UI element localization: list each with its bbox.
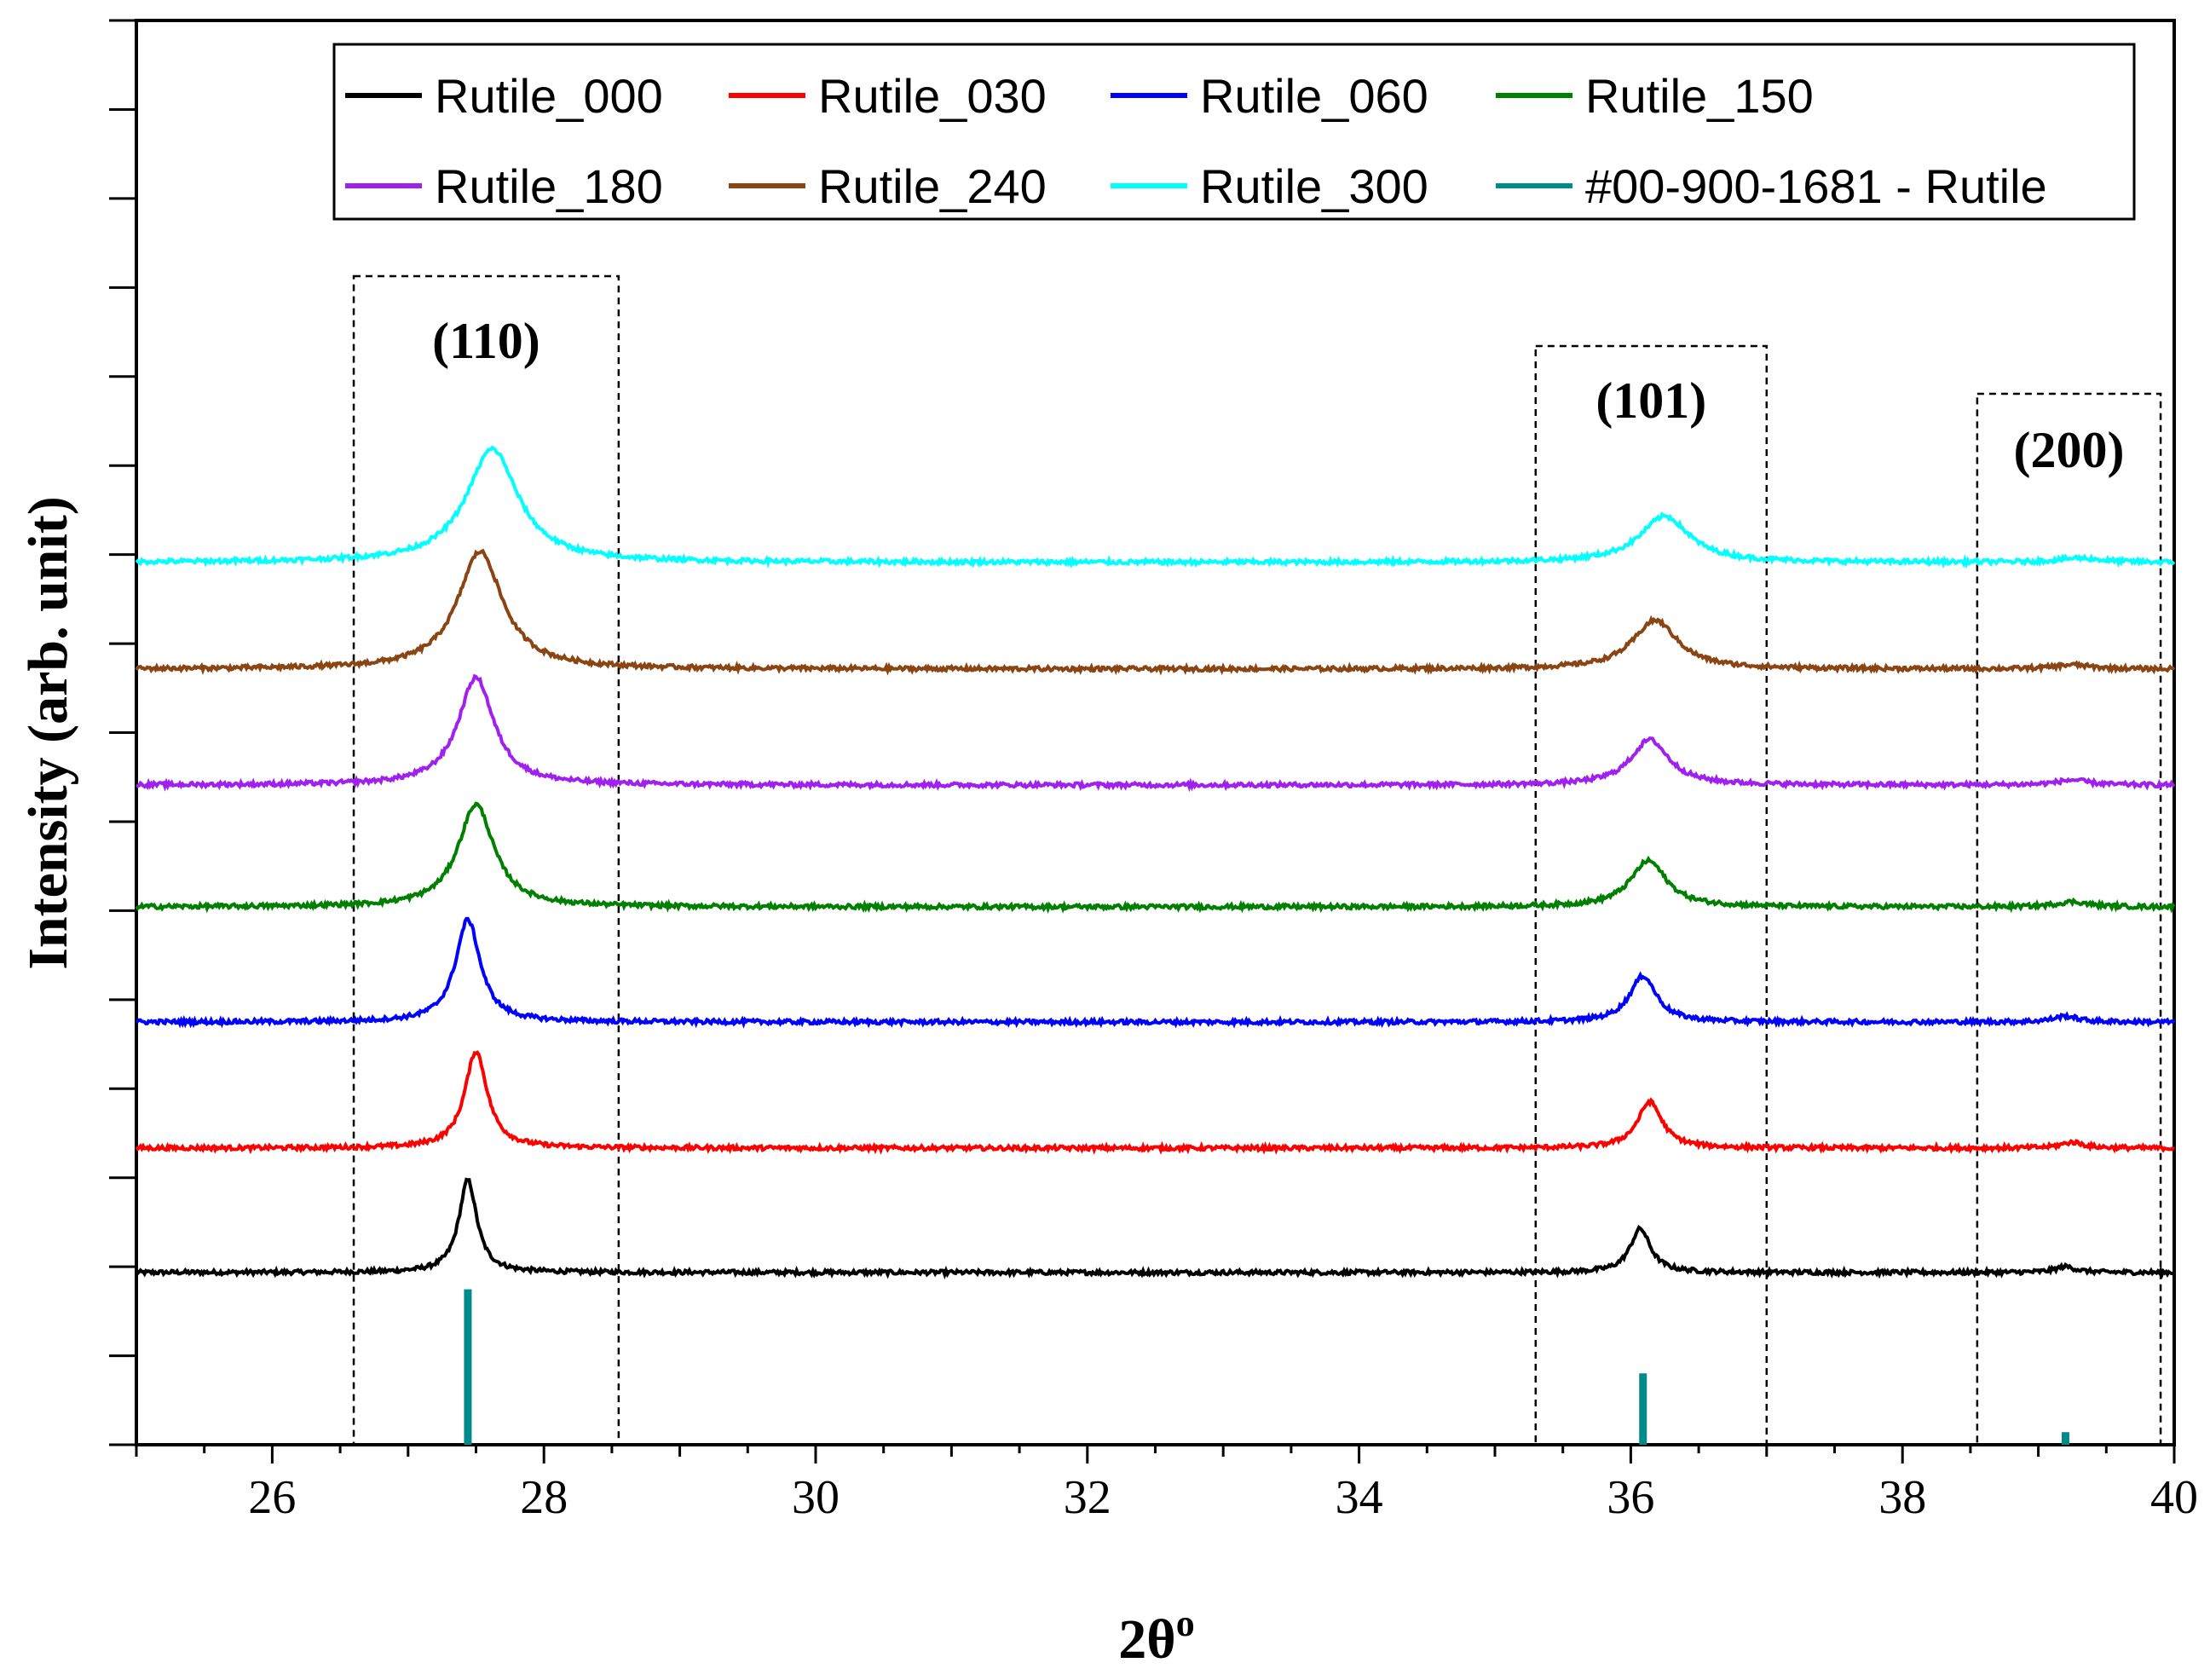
legend-label: Rutile_300 xyxy=(1200,159,1428,213)
peak-label: (110) xyxy=(432,313,540,369)
legend-label: Rutile_180 xyxy=(435,159,663,213)
series-lines xyxy=(135,445,2176,1280)
peak-box xyxy=(352,274,620,1446)
series-line-rutile_060 xyxy=(135,916,2176,1029)
peak-label: (101) xyxy=(1595,372,1706,429)
series-line-rutile_150 xyxy=(135,801,2176,915)
peak-box xyxy=(1976,392,2162,1446)
y-axis-ticks xyxy=(109,19,136,1446)
y-axis-title: Intensity (arb. unit) xyxy=(17,496,79,970)
reference-sticks xyxy=(464,1289,2069,1445)
peak-box xyxy=(1534,344,1769,1446)
x-tick-label: 26 xyxy=(248,1471,296,1524)
legend-label: Rutile_150 xyxy=(1585,69,1814,123)
peak-label: (200) xyxy=(2013,422,2124,478)
x-axis-title: 2θo xyxy=(1118,1602,1194,1671)
x-axis-ticks: 26 28 30 32 34 36 38 40 xyxy=(135,1445,2198,1524)
series-line-rutile_240 xyxy=(135,548,2176,676)
x-tick-label: 34 xyxy=(1336,1471,1383,1524)
legend: Rutile_000 Rutile_030 Rutile_060 Rutile_150… xyxy=(332,43,2136,221)
legend-label: Rutile_030 xyxy=(818,69,1047,123)
legend-label: Rutile_000 xyxy=(435,69,663,123)
legend-label: Rutile_060 xyxy=(1200,69,1428,123)
legend-label: Rutile_240 xyxy=(818,159,1047,213)
x-tick-label: 30 xyxy=(792,1471,840,1524)
series-line-rutile_000 xyxy=(135,1177,2175,1280)
x-tick-label: 32 xyxy=(1064,1471,1111,1524)
series-line-rutile_030 xyxy=(135,1050,2176,1155)
x-tick-label: 36 xyxy=(1607,1471,1654,1524)
plot-area-border xyxy=(135,19,2176,1446)
legend-box xyxy=(332,43,2136,221)
x-axis-title-main: 2θ xyxy=(1118,1608,1175,1671)
plot-frame xyxy=(135,19,2176,1446)
x-axis-title-superscript: o xyxy=(1176,1602,1195,1644)
series-line-rutile_180 xyxy=(136,673,2176,793)
x-tick-label: 40 xyxy=(2150,1471,2198,1524)
legend-label: #00-900-1681 - Rutile xyxy=(1585,159,2047,213)
series-line-rutile_300 xyxy=(135,445,2176,569)
x-tick-label: 38 xyxy=(1878,1471,1926,1524)
x-tick-label: 28 xyxy=(520,1471,568,1524)
